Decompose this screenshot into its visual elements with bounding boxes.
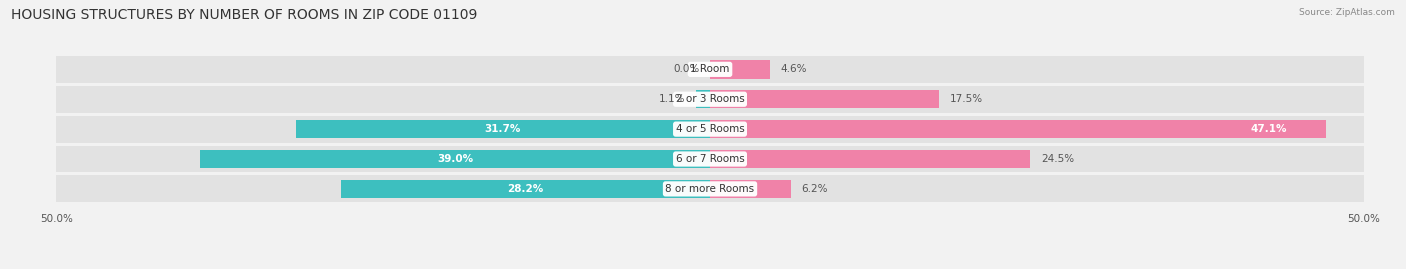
Text: 4 or 5 Rooms: 4 or 5 Rooms bbox=[676, 124, 744, 134]
Text: 24.5%: 24.5% bbox=[1040, 154, 1074, 164]
Bar bbox=[56, 175, 1364, 202]
Bar bbox=[710, 60, 770, 79]
Bar bbox=[56, 116, 1364, 143]
Text: 8 or more Rooms: 8 or more Rooms bbox=[665, 184, 755, 194]
Text: 47.1%: 47.1% bbox=[1250, 124, 1286, 134]
Text: 4.6%: 4.6% bbox=[780, 64, 807, 74]
Bar bbox=[710, 150, 1031, 168]
Bar bbox=[710, 180, 792, 198]
Bar bbox=[56, 86, 1364, 113]
Text: 1 Room: 1 Room bbox=[690, 64, 730, 74]
Bar bbox=[710, 90, 939, 108]
Text: 6 or 7 Rooms: 6 or 7 Rooms bbox=[676, 154, 744, 164]
Bar bbox=[56, 56, 1364, 83]
Bar bbox=[710, 120, 1326, 138]
Text: 17.5%: 17.5% bbox=[949, 94, 983, 104]
Text: 31.7%: 31.7% bbox=[485, 124, 522, 134]
Bar bbox=[295, 120, 710, 138]
Text: 39.0%: 39.0% bbox=[437, 154, 472, 164]
Bar bbox=[696, 90, 710, 108]
Text: 6.2%: 6.2% bbox=[801, 184, 828, 194]
Text: HOUSING STRUCTURES BY NUMBER OF ROOMS IN ZIP CODE 01109: HOUSING STRUCTURES BY NUMBER OF ROOMS IN… bbox=[11, 8, 478, 22]
Bar bbox=[200, 150, 710, 168]
Bar bbox=[342, 180, 710, 198]
Bar bbox=[56, 146, 1364, 172]
Text: Source: ZipAtlas.com: Source: ZipAtlas.com bbox=[1299, 8, 1395, 17]
Text: 0.0%: 0.0% bbox=[673, 64, 700, 74]
Text: 2 or 3 Rooms: 2 or 3 Rooms bbox=[676, 94, 744, 104]
Text: 1.1%: 1.1% bbox=[658, 94, 685, 104]
Text: 28.2%: 28.2% bbox=[508, 184, 544, 194]
